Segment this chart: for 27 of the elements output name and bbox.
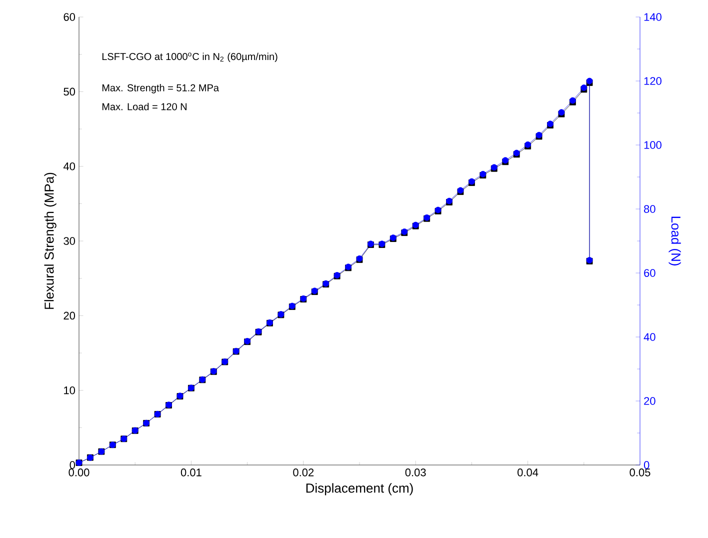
y-axis-title: Flexural Strength (MPa) bbox=[44, 172, 56, 309]
y-tick-label: 10 bbox=[64, 386, 76, 394]
annotation: Max. Strength = 51.2 MPa bbox=[102, 84, 220, 94]
y2-tick-label: 0 bbox=[644, 461, 650, 469]
y2-tick-label: 100 bbox=[644, 141, 662, 149]
annotation: LSFT-CGO at 1000$^{o}$C in N$_{2}$ (60µm/min) bbox=[102, 52, 278, 62]
x-tick-label: 0.05 bbox=[630, 468, 650, 476]
x-axis-title: Displacement (cm) bbox=[306, 483, 413, 496]
y2-tick-label: 140 bbox=[644, 13, 662, 21]
y-tick-label: 30 bbox=[64, 237, 76, 245]
x-tick-label: 0.00 bbox=[68, 468, 90, 476]
y2-tick-label: 120 bbox=[644, 77, 662, 85]
y-tick-label: 0 bbox=[70, 461, 76, 469]
y-tick-label: 50 bbox=[64, 88, 76, 96]
x-tick-label: 0.02 bbox=[293, 468, 314, 476]
y2-axis-title: Load (N) bbox=[668, 216, 681, 266]
y-tick-label: 20 bbox=[64, 312, 76, 320]
y-tick-label: 60 bbox=[64, 13, 76, 21]
y2-tick-label: 60 bbox=[644, 269, 656, 277]
y2-tick-label: 20 bbox=[644, 397, 656, 405]
y2-tick-label: 80 bbox=[644, 205, 656, 213]
x-tick-label: 0.04 bbox=[518, 468, 538, 476]
x-tick-label: 0.03 bbox=[405, 468, 426, 476]
annotation: Max. Load = 120 N bbox=[102, 102, 187, 110]
y-tick-label: 40 bbox=[63, 162, 76, 170]
y2-tick-label: 40 bbox=[644, 333, 656, 341]
x-tick-label: 0.01 bbox=[180, 468, 202, 476]
